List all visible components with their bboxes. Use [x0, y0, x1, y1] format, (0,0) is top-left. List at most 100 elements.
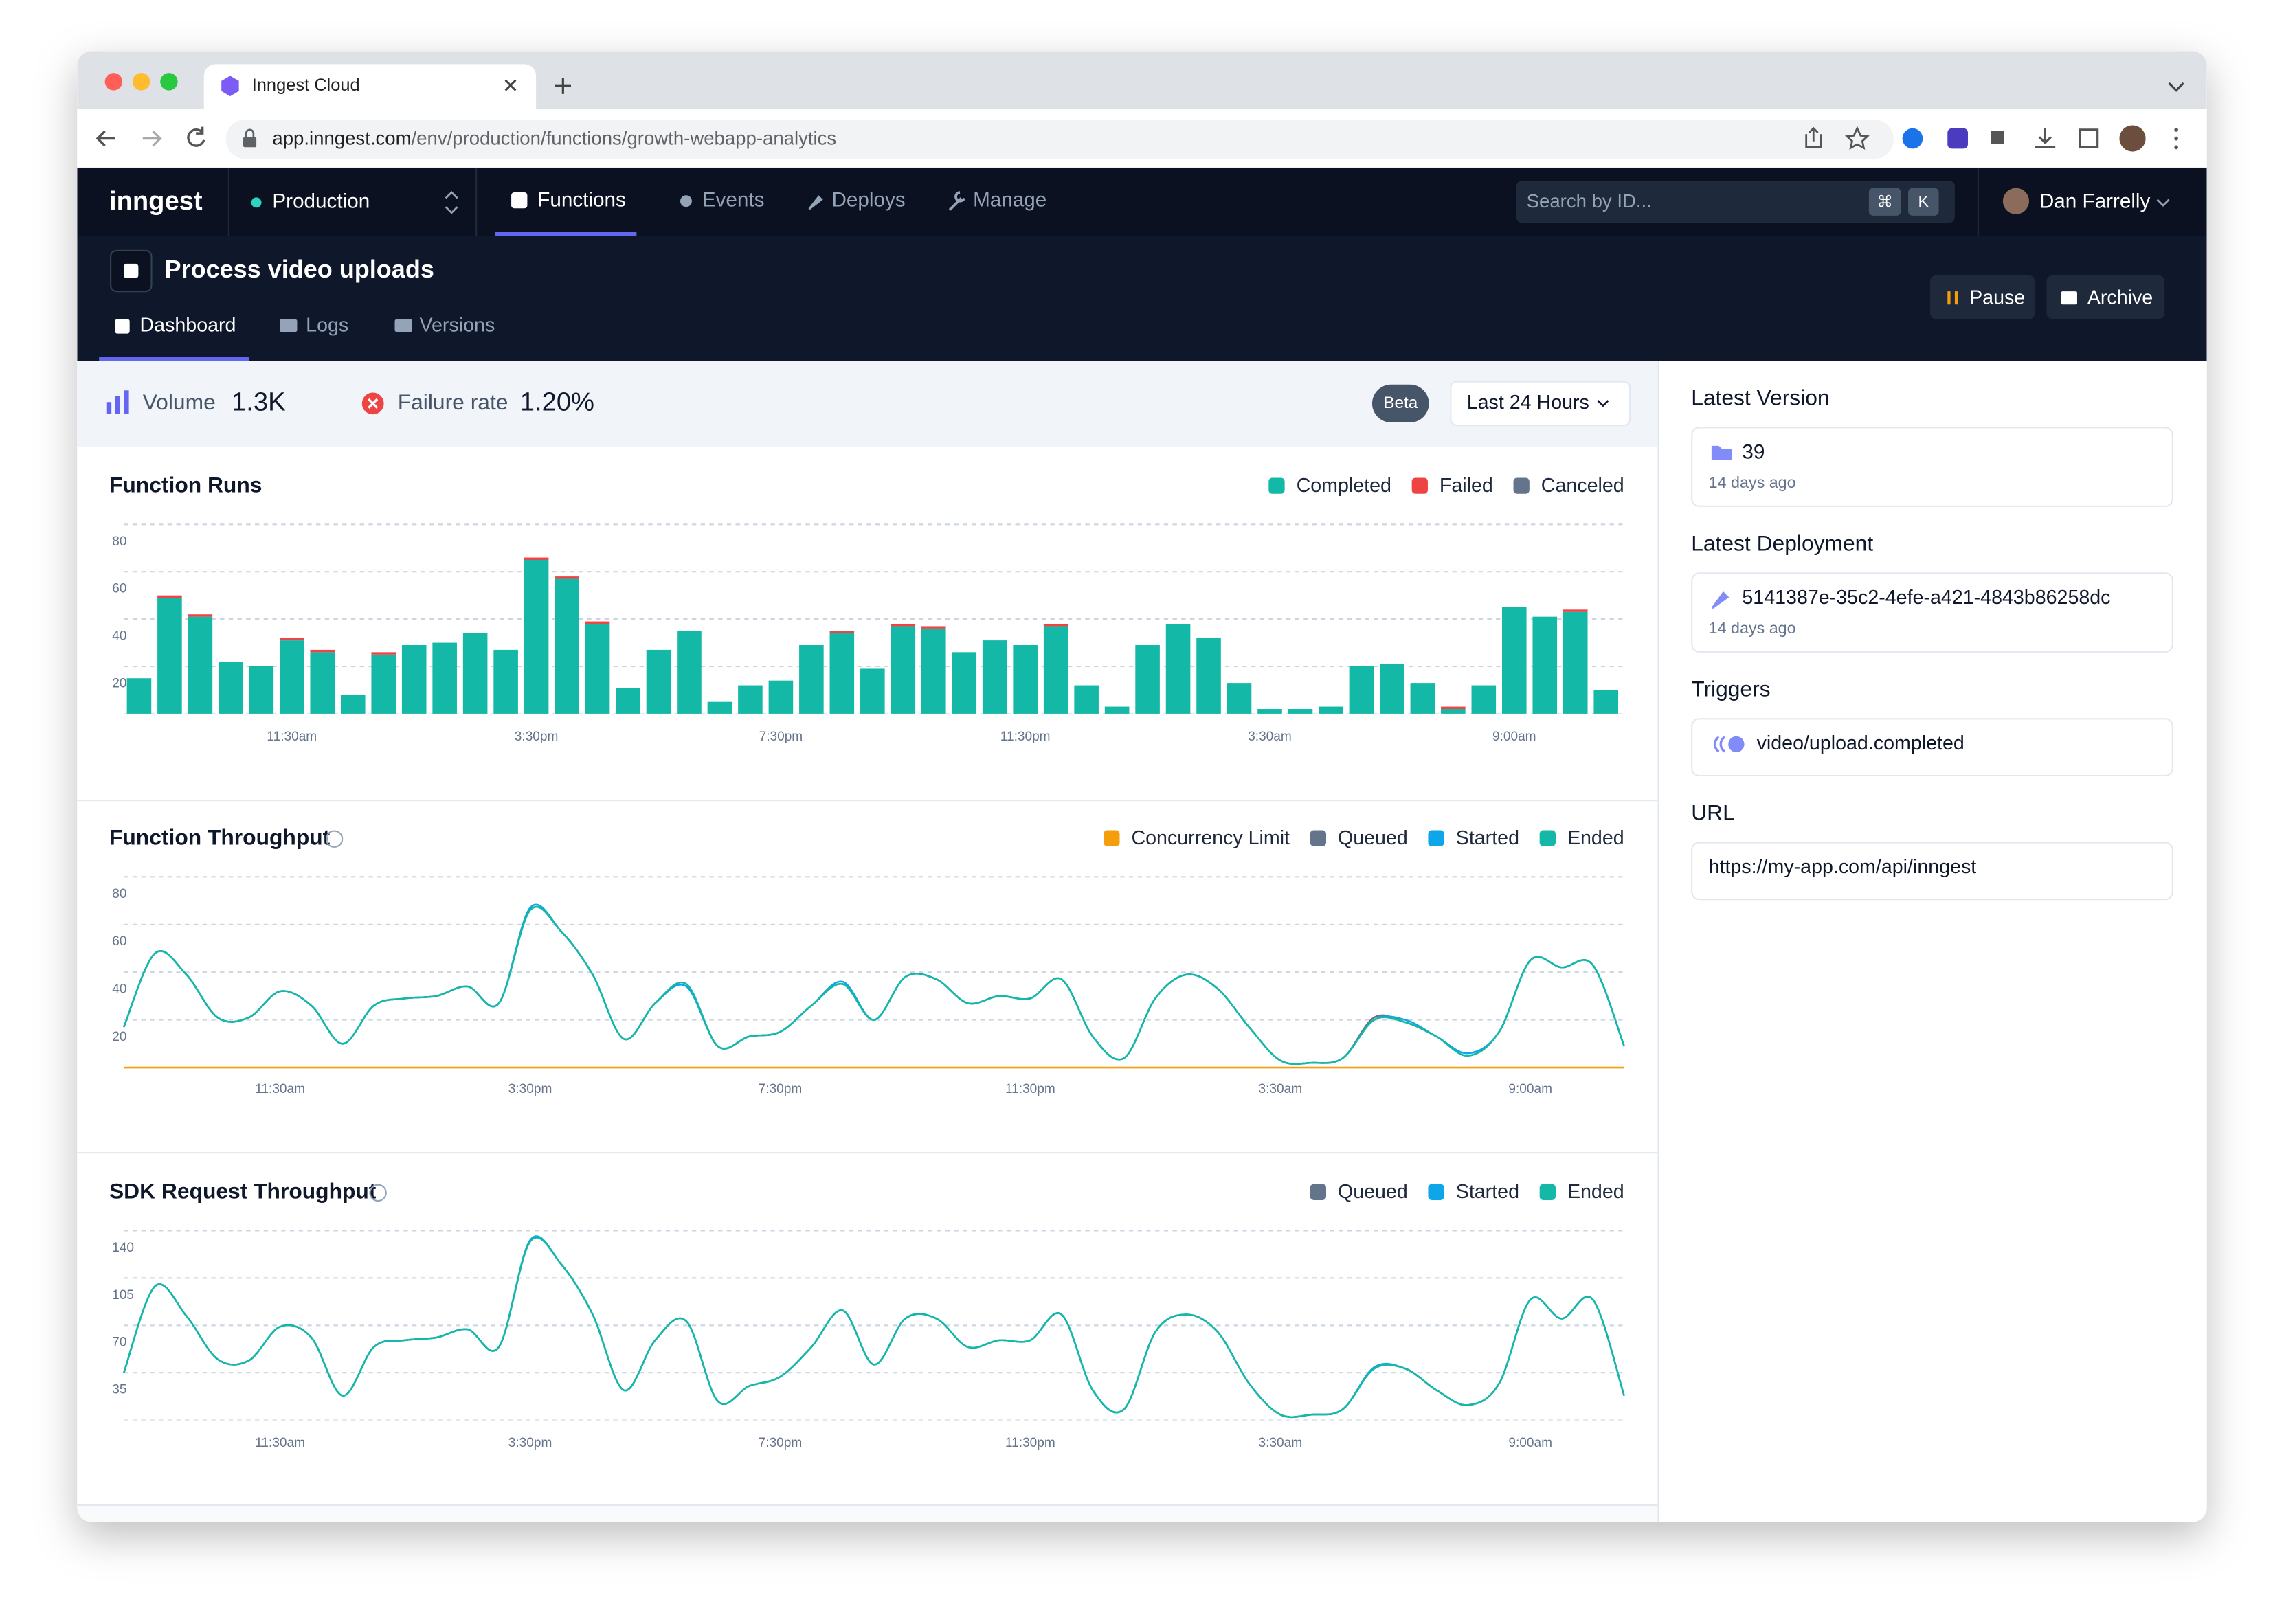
logs-icon: [280, 319, 297, 332]
bar-segment: [708, 702, 732, 714]
beta-label: Beta: [1383, 394, 1418, 412]
bar-segment: [432, 643, 457, 714]
version-card[interactable]: [1692, 427, 2173, 506]
bar-segment: [1166, 624, 1191, 714]
range-label: Last 24 Hours: [1467, 392, 1589, 414]
chart-panel: [77, 1153, 1657, 1504]
legend-swatch: [1540, 830, 1556, 846]
x-tick-label: 9:00am: [1508, 1082, 1552, 1096]
volume-value: 1.3K: [232, 387, 286, 416]
x-tick-label: 11:30am: [255, 1436, 305, 1450]
search-placeholder: Search by ID...: [1527, 190, 1652, 212]
failure-label: Failure rate: [398, 390, 508, 414]
legend-label: Canceled: [1541, 475, 1624, 497]
y-tick-label: 70: [112, 1335, 126, 1350]
legend-label: Ended: [1567, 827, 1624, 849]
bar-segment: [157, 596, 182, 598]
x-tick-label: 3:30am: [1259, 1082, 1303, 1096]
function-icon: [124, 264, 138, 278]
bar-segment: [860, 668, 885, 713]
chart-title: Function Throughput: [109, 825, 331, 850]
y-tick-label: 40: [112, 982, 126, 997]
nav-item[interactable]: Deploys: [831, 189, 905, 212]
bar-segment: [280, 638, 304, 640]
bar-segment: [127, 678, 152, 714]
function-tab[interactable]: Dashboard: [140, 315, 236, 337]
nav-item[interactable]: Events: [702, 189, 765, 212]
y-tick-label: 105: [112, 1288, 134, 1302]
version-value: 39: [1742, 440, 1765, 463]
x-tick-label: 9:00am: [1508, 1436, 1552, 1450]
key-label: K: [1918, 192, 1929, 210]
extension-icon[interactable]: [1947, 128, 1968, 149]
functions-icon: [511, 192, 527, 208]
extension-1password[interactable]: [1903, 128, 1923, 149]
nav-item[interactable]: Functions: [537, 189, 626, 212]
event-icon: [1728, 736, 1744, 752]
legend-swatch: [1310, 830, 1326, 846]
zoom-window[interactable]: [160, 73, 177, 90]
nav-item[interactable]: Manage: [973, 189, 1046, 212]
x-tick-label: 7:30pm: [759, 1436, 803, 1450]
legend-swatch: [1310, 1184, 1326, 1200]
x-tick-label: 11:30am: [255, 1082, 305, 1096]
bar-segment: [738, 686, 763, 714]
x-tick-label: 3:30pm: [508, 1436, 552, 1450]
minimize-window[interactable]: [133, 73, 150, 90]
bar-segment: [891, 626, 916, 713]
legend-swatch: [1412, 477, 1428, 493]
extensions-icon[interactable]: [1991, 131, 2004, 144]
bar-segment: [1563, 612, 1588, 714]
x-tick-label: 11:30am: [267, 730, 317, 744]
section-title: Latest Version: [1691, 385, 1829, 409]
version-time: 14 days ago: [1709, 473, 1796, 491]
profile-avatar[interactable]: [2119, 125, 2145, 151]
bar-segment: [188, 617, 213, 714]
legend-label: Concurrency Limit: [1131, 827, 1290, 849]
active-underline: [99, 357, 249, 361]
deployment-time: 14 days ago: [1709, 619, 1796, 637]
user-avatar[interactable]: [2003, 188, 2029, 214]
url: app.inngest.com/env/production/functions…: [272, 128, 836, 149]
function-name: Process video uploads: [165, 255, 434, 283]
bar-segment: [830, 633, 855, 714]
user-name[interactable]: Dan Farrelly: [2039, 190, 2151, 213]
bar-segment: [616, 688, 640, 714]
bar-segment: [1441, 709, 1466, 714]
bar-segment: [1563, 609, 1588, 611]
bar-segment: [1044, 626, 1068, 713]
bar-segment: [402, 645, 427, 714]
button-label: Pause: [1969, 286, 2025, 308]
y-tick-label: 80: [112, 887, 126, 901]
environment[interactable]: Production: [272, 190, 370, 213]
function-tab[interactable]: Versions: [420, 315, 495, 337]
bar-segment: [585, 624, 610, 714]
bar-segment: [1227, 683, 1252, 714]
y-tick-label: 60: [112, 582, 126, 596]
bar-segment: [1196, 638, 1221, 714]
function-tab[interactable]: Logs: [306, 315, 348, 337]
x-tick-label: 3:30pm: [515, 730, 559, 744]
logo[interactable]: inngest: [109, 186, 203, 216]
x-tick-label: 9:00am: [1492, 730, 1536, 744]
close-window[interactable]: [105, 73, 122, 90]
chart-title: SDK Request Throughput: [109, 1179, 377, 1204]
chart-panel: [77, 801, 1657, 1152]
bar-segment: [921, 626, 946, 628]
legend-label: Started: [1456, 827, 1519, 849]
bar-segment: [555, 579, 579, 714]
failure-value: 1.20%: [520, 387, 594, 416]
bar-segment: [1319, 707, 1343, 714]
deployment-card[interactable]: [1692, 573, 2173, 651]
bar-segment: [983, 640, 1007, 714]
volume-icon: [115, 396, 120, 414]
bar-segment: [280, 640, 304, 714]
x-tick-label: 3:30pm: [508, 1082, 552, 1096]
legend-swatch: [1540, 1184, 1556, 1200]
environment-dot: [251, 197, 262, 207]
bar-segment: [341, 695, 366, 714]
legend-swatch: [1428, 1184, 1444, 1200]
bar-segment: [952, 652, 976, 714]
bar-segment: [1135, 645, 1160, 714]
bar-segment: [585, 622, 610, 624]
